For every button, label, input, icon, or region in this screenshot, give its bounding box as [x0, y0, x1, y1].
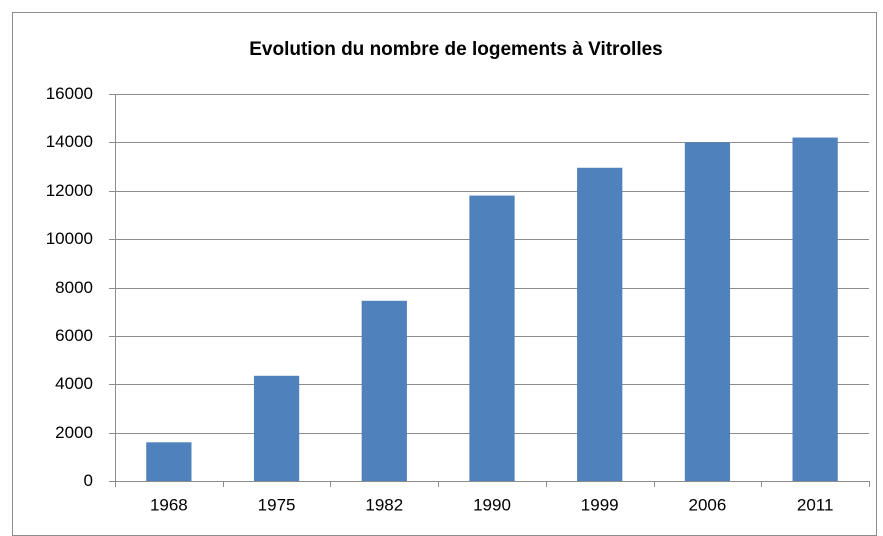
- y-tick-label: 12000: [46, 181, 93, 200]
- bar: [146, 442, 192, 481]
- y-tick-label: 14000: [46, 132, 93, 151]
- x-tick-label: 1990: [473, 495, 511, 514]
- y-tick-label: 10000: [46, 229, 93, 248]
- y-tick-label: 6000: [55, 326, 93, 345]
- y-tick-label: 16000: [46, 84, 93, 103]
- chart-title: Evolution du nombre de logements à Vitro…: [249, 39, 663, 60]
- x-tick-label: 1999: [581, 495, 619, 514]
- x-tick-label: 2006: [689, 495, 727, 514]
- y-tick-label: 2000: [55, 423, 93, 442]
- bar: [361, 300, 407, 481]
- chart-border: [12, 12, 877, 536]
- x-tick-label: 1982: [365, 495, 403, 514]
- x-tick-label: 1975: [258, 495, 296, 514]
- y-tick-label: 4000: [55, 374, 93, 393]
- bar: [577, 167, 623, 481]
- bar: [792, 137, 838, 481]
- bar: [684, 142, 731, 481]
- bar: [469, 195, 515, 481]
- x-tick-label: 2011: [797, 495, 834, 514]
- y-tick-label: 8000: [55, 278, 93, 297]
- bar: [253, 375, 300, 481]
- x-tick-label: 1968: [150, 495, 188, 514]
- y-tick-label: 0: [84, 471, 93, 490]
